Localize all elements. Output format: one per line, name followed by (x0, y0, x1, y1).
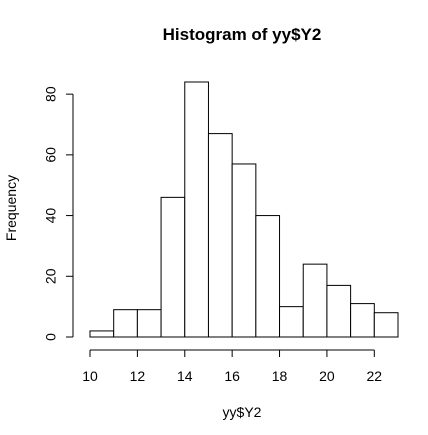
histogram-bar-14-15 (184, 81, 209, 338)
x-tick-label-18: 18 (272, 368, 288, 384)
histogram-bar-10-11 (89, 330, 115, 338)
histogram-bar-13-14 (160, 196, 186, 338)
x-tick-label-20: 20 (319, 368, 335, 384)
histogram-bar-12-13 (136, 309, 162, 338)
y-tick-label-20: 20 (43, 268, 59, 284)
x-tick-label-16: 16 (224, 368, 240, 384)
histogram-bar-11-12 (113, 309, 138, 338)
x-tick-label-12: 12 (130, 368, 146, 384)
histogram-bar-20-21 (326, 284, 352, 338)
x-tick-label-10: 10 (82, 368, 98, 384)
histogram-bar-16-17 (231, 163, 257, 338)
y-axis: 0 20 40 60 80 (43, 86, 74, 341)
histogram-bar-18-19 (279, 306, 304, 338)
chart-title: Histogram of yy$Y2 (163, 25, 322, 44)
histogram-bar-21-22 (350, 303, 375, 338)
x-axis-label: yy$Y2 (223, 404, 262, 420)
x-axis: 10 12 14 16 18 20 22 (82, 349, 383, 384)
y-tick-label-0: 0 (43, 333, 59, 341)
x-tick-label-22: 22 (367, 368, 383, 384)
y-tick-label-80: 80 (43, 86, 59, 102)
y-tick-label-40: 40 (43, 208, 59, 224)
histogram-bar-17-18 (255, 215, 281, 338)
x-tick-label-14: 14 (177, 368, 193, 384)
histogram-bar-15-16 (207, 133, 233, 338)
y-axis-label: Frequency (3, 175, 19, 241)
y-tick-label-60: 60 (43, 147, 59, 163)
histogram-bar-19-20 (302, 263, 328, 338)
histogram-bar-22-23 (373, 312, 399, 338)
histogram-bars (89, 81, 399, 338)
